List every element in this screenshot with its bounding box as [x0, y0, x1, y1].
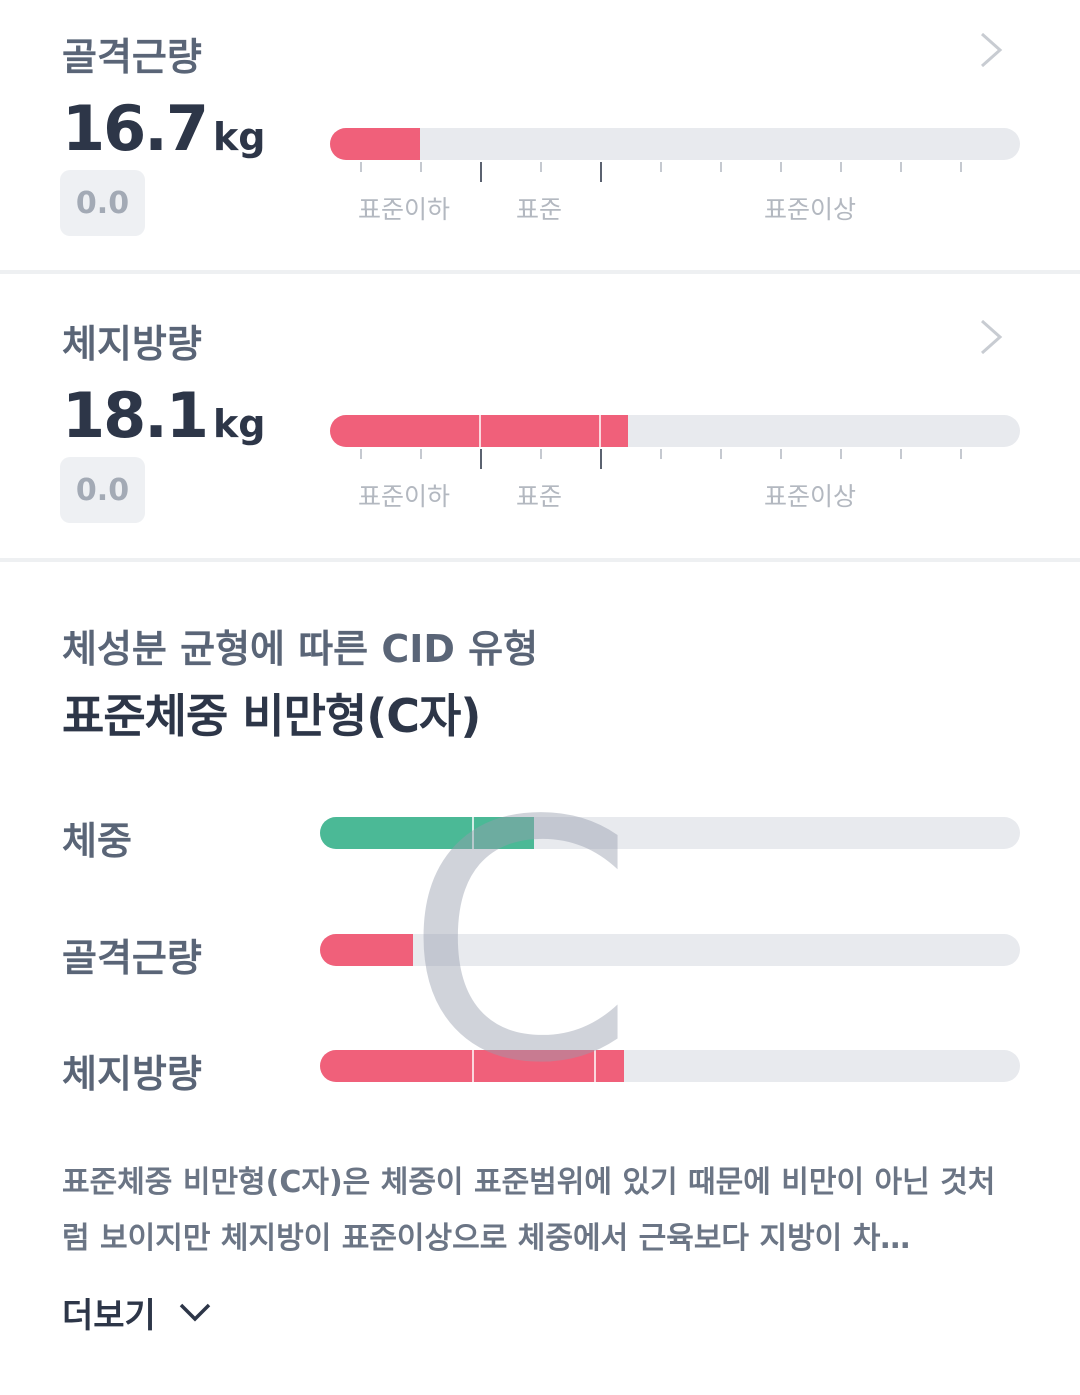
bar-fill	[320, 934, 413, 966]
scale-tick	[960, 162, 962, 172]
card-title: 골격근량	[62, 35, 202, 79]
scale-tick	[960, 449, 962, 459]
description: 표준체중 비만형(C자)은 체중이 표준범위에 있기 때문에 비만이 아닌 것처…	[62, 1165, 996, 1256]
scale-tick	[600, 162, 602, 182]
scale-tick	[900, 449, 902, 459]
row-label: 골격근량	[62, 936, 202, 980]
scale-label: 표준이상	[763, 482, 857, 511]
chevron-down	[179, 1303, 211, 1321]
chevron-right	[981, 32, 1003, 68]
bar-track	[320, 1050, 1020, 1082]
scale-tick	[360, 449, 362, 459]
scale-tick	[840, 449, 842, 459]
row-label: 체지방량	[62, 1052, 202, 1096]
separator	[0, 270, 1080, 274]
scale-tick	[480, 162, 482, 182]
bar-divider	[472, 817, 474, 849]
scale-tick	[660, 162, 662, 172]
value-unit: kg	[212, 115, 266, 159]
bar-divider	[472, 1050, 474, 1082]
bar-track	[320, 934, 1020, 966]
scale-tick	[420, 449, 422, 459]
value-unit: kg	[212, 402, 266, 446]
more-button[interactable]: 더보기	[62, 1288, 212, 1337]
shape-watermark: C	[405, 751, 636, 1135]
bar-track	[320, 817, 1020, 849]
scale-tick	[600, 449, 602, 469]
change-badge: 0.0	[60, 170, 145, 236]
bar-track	[330, 415, 1020, 447]
value: 16.7 kg	[62, 92, 265, 165]
bar-fill	[320, 817, 534, 849]
card-title: 체지방량	[62, 322, 202, 366]
more-label: 더보기	[62, 1296, 156, 1336]
scale-tick	[360, 162, 362, 172]
row-label: 체중	[62, 819, 132, 863]
bar-divider	[594, 1050, 596, 1082]
bar-track	[330, 128, 1020, 160]
scale-label: 표준	[515, 482, 563, 511]
card[interactable]: 체지방량 18.1 kg 0.0 표준이하 표준 표준이상	[0, 274, 1080, 558]
scale-tick	[660, 449, 662, 459]
scale-tick	[780, 162, 782, 172]
bar-divider	[479, 415, 481, 447]
scale-label: 표준이하	[357, 482, 451, 511]
scale-tick	[720, 162, 722, 172]
bar-divider	[599, 415, 601, 447]
scale-tick	[540, 162, 542, 172]
scale-tick	[900, 162, 902, 172]
scale-tick	[780, 449, 782, 459]
scale-label: 표준이상	[763, 195, 857, 224]
chevron-right	[981, 319, 1003, 355]
scale-tick	[420, 162, 422, 172]
value-number: 18.1	[62, 379, 209, 452]
separator	[0, 558, 1080, 562]
value-number: 16.7	[62, 92, 209, 165]
change-badge: 0.0	[60, 457, 145, 523]
bar-fill	[330, 128, 420, 160]
scale-tick	[480, 449, 482, 469]
card[interactable]: 골격근량 16.7 kg 0.0 표준이하 표준 표준이상	[0, 0, 1080, 272]
scale-label: 표준이하	[357, 195, 451, 224]
value: 18.1 kg	[62, 379, 265, 452]
scale-tick	[720, 449, 722, 459]
scale-tick	[840, 162, 842, 172]
section-title: 표준체중 비만형(C자)	[62, 689, 481, 743]
section-subtitle: 체성분 균형에 따른 CID 유형	[62, 627, 539, 671]
scale-tick	[540, 449, 542, 459]
scale-label: 표준	[515, 195, 563, 224]
